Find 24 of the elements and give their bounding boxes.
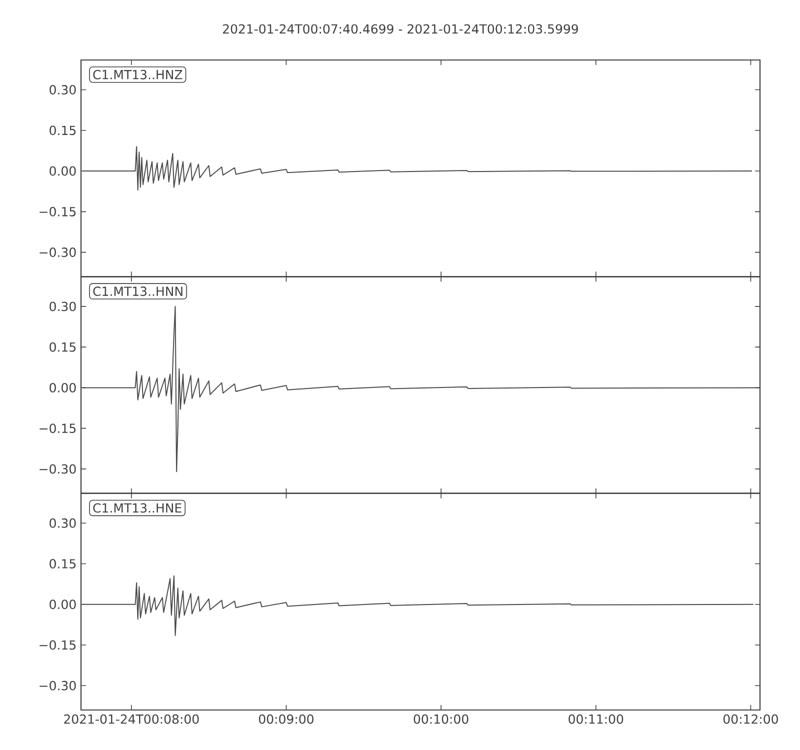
y-tick-label: −0.30 — [40, 248, 76, 258]
y-tick-label: 0.15 — [50, 559, 76, 568]
y-tick-label: 0.00 — [50, 382, 76, 392]
y-tick-label: 0.15 — [50, 342, 76, 352]
y-tick-label: 0.30 — [50, 302, 76, 312]
y-tick-label: −0.30 — [40, 464, 76, 474]
y-tick-label: 0.00 — [50, 166, 76, 176]
y-tick-label: −0.15 — [40, 206, 76, 216]
chart-title: 2021-01-24T00:07:40.4699 - 2021-01-24T00:12:03.5999 — [222, 24, 578, 34]
annotation: C1.MT13..HNZ — [93, 70, 182, 80]
y-tick-label: 0.30 — [50, 518, 76, 528]
x-tick-label: 00:12:00 — [723, 714, 778, 724]
y-tick-label: 0.00 — [50, 600, 76, 610]
y-tick-label: −0.15 — [40, 424, 76, 434]
x-tick-label: 00:11:00 — [568, 714, 624, 724]
y-tick-label: −0.15 — [40, 640, 76, 650]
y-tick-label: 0.15 — [50, 126, 76, 136]
y-tick-label: −0.30 — [40, 680, 76, 690]
y-tick-label: 0.30 — [50, 85, 76, 95]
x-tick-label: 2021-01-24T00:08:00 — [64, 714, 199, 724]
x-tick-label: 00:09:00 — [258, 714, 314, 724]
annotation: C1.MT13..HNE — [93, 503, 182, 513]
annotation: C1.MT13..HNN — [93, 286, 182, 296]
x-tick-label: 00:10:00 — [414, 714, 468, 724]
